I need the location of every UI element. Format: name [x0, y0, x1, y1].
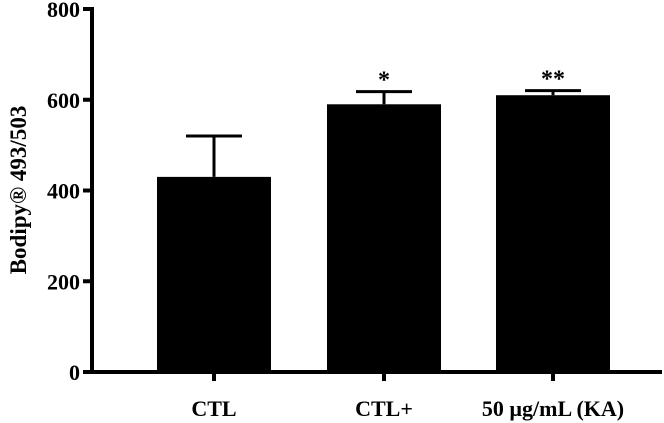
- y-tick-label: 600: [47, 88, 80, 113]
- y-tick-label: 0: [69, 360, 80, 385]
- x-tick-label: CTL+: [355, 396, 413, 421]
- x-tick-label: CTL: [191, 396, 236, 421]
- x-tick-label: 50 µg/mL (KA): [482, 396, 624, 421]
- bar: [157, 176, 271, 372]
- x-axis: [90, 370, 662, 381]
- y-axis-title: Bodipy® 493/503: [6, 106, 31, 275]
- labels: CTL CTL+ * 50 µg/mL (KA) **: [191, 67, 624, 421]
- bar: [327, 104, 441, 372]
- bars: [157, 95, 610, 373]
- y-tick-label: 400: [47, 179, 80, 204]
- significance-marker: *: [378, 68, 390, 94]
- y-axis: 0 200 400 600 800: [47, 0, 94, 385]
- y-tick-label: 800: [47, 0, 80, 22]
- bar: [496, 95, 610, 373]
- significance-marker: **: [541, 67, 565, 93]
- y-tick-label: 200: [47, 269, 80, 294]
- error-bars: [186, 89, 581, 177]
